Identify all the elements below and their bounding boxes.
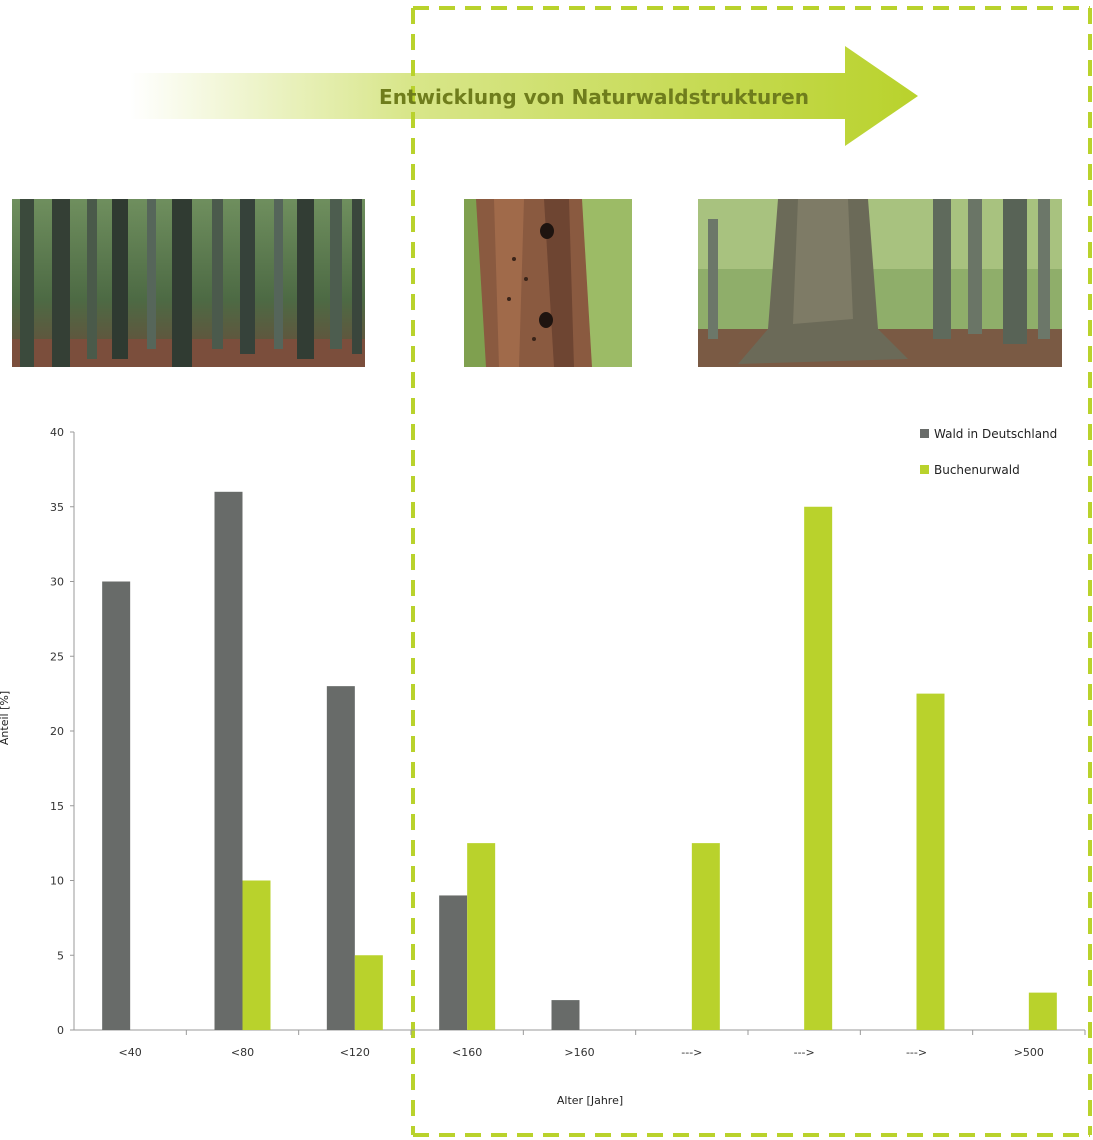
bar-buchenurwald xyxy=(916,693,945,1030)
x-tick-label: ---> xyxy=(794,1046,815,1059)
x-axis-title: Alter [Jahre] xyxy=(557,1094,623,1107)
x-tick-label: >500 xyxy=(1014,1046,1044,1059)
y-tick-label: 35 xyxy=(50,501,64,514)
bar-wald-in-deutschland xyxy=(214,491,243,1030)
y-tick-label: 40 xyxy=(50,426,64,439)
legend-swatch-grey xyxy=(920,429,929,438)
development-arrow: Entwicklung von Naturwaldstrukturen xyxy=(130,46,918,146)
x-tick-label: ---> xyxy=(681,1046,702,1059)
legend: Wald in Deutschland Buchenurwald xyxy=(920,427,1057,477)
legend-label-green: Buchenurwald xyxy=(934,463,1020,477)
y-tick-label: 30 xyxy=(50,576,64,589)
y-tick-label: 5 xyxy=(57,949,64,962)
y-tick-label: 10 xyxy=(50,875,64,888)
x-tick-label: ---> xyxy=(906,1046,927,1059)
legend-label-grey: Wald in Deutschland xyxy=(934,427,1057,441)
x-tick-label: <160 xyxy=(452,1046,482,1059)
y-tick-label: 25 xyxy=(50,650,64,663)
y-tick-label: 0 xyxy=(57,1024,64,1037)
woodpecker-tree-trunk-photo xyxy=(464,199,632,367)
x-tick-label: >160 xyxy=(564,1046,594,1059)
bar-buchenurwald xyxy=(354,955,383,1030)
old-growth-beech-photo xyxy=(698,199,1062,367)
y-tick-labels: 0 5 10 15 20 25 30 35 40 xyxy=(50,426,74,1037)
bars xyxy=(102,491,1057,1030)
young-beech-forest-photo xyxy=(12,199,365,367)
legend-swatch-green xyxy=(920,465,929,474)
bar-buchenurwald xyxy=(1028,992,1057,1030)
bar-wald-in-deutschland xyxy=(439,895,468,1030)
bar-wald-in-deutschland xyxy=(326,686,355,1030)
bar-wald-in-deutschland xyxy=(551,1000,580,1030)
x-tick-label: <80 xyxy=(231,1046,254,1059)
x-tick-labels: <40 <80 <120 <160 >160 ---> ---> ---> >500 xyxy=(119,1030,1086,1059)
bar-buchenurwald xyxy=(804,506,833,1030)
y-tick-label: 15 xyxy=(50,800,64,813)
y-axis-title: Anteil [%] xyxy=(0,691,11,745)
bar-buchenurwald xyxy=(467,843,496,1030)
y-tick-label: 20 xyxy=(50,725,64,738)
x-tick-label: <120 xyxy=(340,1046,370,1059)
dashed-highlight-frame xyxy=(411,6,1092,1137)
bar-wald-in-deutschland xyxy=(102,581,131,1030)
arrow-label: Entwicklung von Naturwaldstrukturen xyxy=(379,85,809,109)
bar-buchenurwald xyxy=(242,880,271,1030)
x-tick-label: <40 xyxy=(119,1046,142,1059)
bar-buchenurwald xyxy=(691,843,720,1030)
